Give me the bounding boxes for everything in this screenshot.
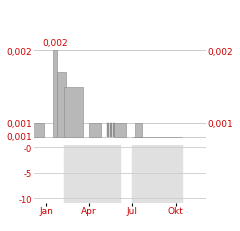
Text: 0,001: 0,001 bbox=[7, 132, 32, 141]
Bar bbox=[89, 123, 102, 138]
Bar bbox=[107, 123, 108, 138]
Text: 0,002: 0,002 bbox=[42, 39, 68, 48]
Bar bbox=[132, 145, 182, 203]
Bar bbox=[53, 51, 57, 138]
Bar bbox=[135, 123, 142, 138]
Bar bbox=[29, 123, 44, 138]
Bar bbox=[114, 123, 126, 138]
Bar bbox=[113, 123, 115, 138]
Bar bbox=[65, 145, 120, 203]
Bar bbox=[57, 73, 66, 138]
Bar bbox=[65, 87, 83, 138]
Bar bbox=[110, 123, 112, 138]
